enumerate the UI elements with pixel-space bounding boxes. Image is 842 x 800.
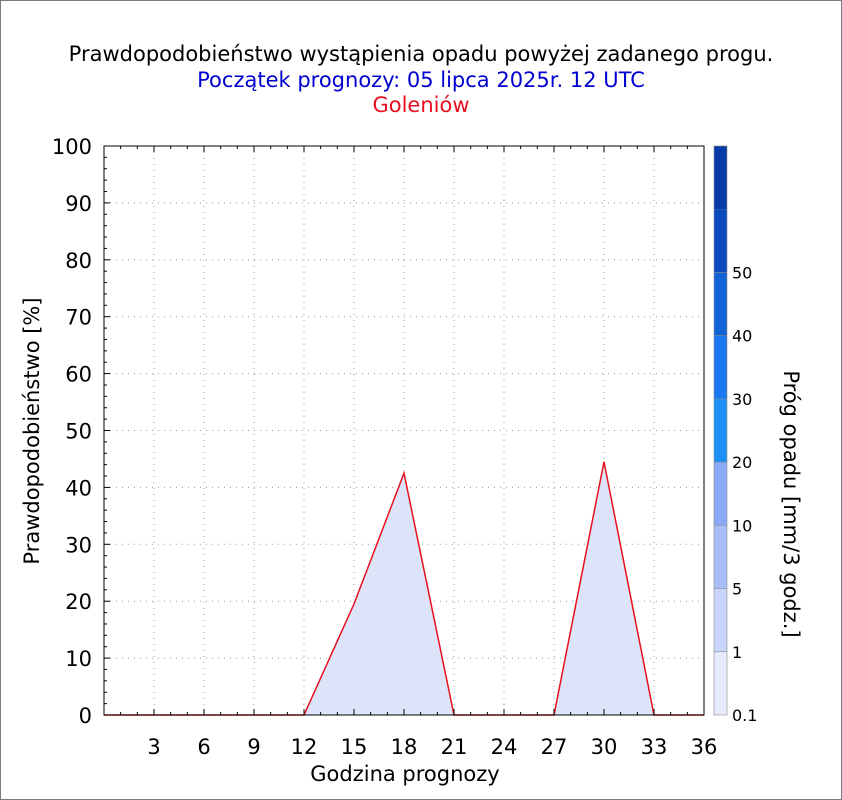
x-tick-label: 36	[691, 735, 718, 759]
colorbar-tick-label: 1	[732, 643, 742, 662]
y-axis-label: Prawdopodobieństwo [%]	[20, 297, 44, 564]
colorbar-band	[714, 525, 727, 589]
colorbar-band	[714, 462, 727, 526]
y-tick-label: 100	[52, 135, 92, 159]
colorbar-band	[714, 398, 727, 463]
x-axis-label: Godzina prognozy	[310, 762, 499, 786]
x-tick-label: 30	[591, 735, 618, 759]
x-tick-label: 15	[341, 735, 368, 759]
x-tick-label: 27	[541, 735, 568, 759]
colorbar-tick-label: 20	[732, 453, 752, 472]
y-axis: 0 10 20 30 40 50 60 70 80 90 100	[52, 135, 110, 728]
colorbar-band	[714, 272, 727, 336]
x-tick-label: 9	[247, 735, 260, 759]
colorbar-band	[714, 651, 727, 715]
colorbar-label: Próg opadu [mm/3 godz.]	[779, 370, 803, 637]
y-tick-label: 60	[65, 363, 92, 387]
x-tick-label: 33	[641, 735, 668, 759]
chart-location: Goleniów	[372, 93, 470, 117]
x-tick-label: 6	[197, 735, 210, 759]
x-tick-label: 3	[147, 735, 160, 759]
x-tick-label: 21	[441, 735, 468, 759]
chart-title: Prawdopodobieństwo wystąpienia opadu pow…	[68, 42, 774, 66]
colorbar-tick-label: 40	[732, 327, 752, 346]
colorbar: 0.1 1 5 10 20 30 40 50	[713, 145, 757, 725]
colorbar-tick-label: 0.1	[732, 706, 757, 725]
colorbar-border	[713, 145, 728, 716]
y-tick-label: 50	[65, 420, 92, 444]
colorbar-tick-label: 30	[732, 390, 752, 409]
x-tick-label: 12	[291, 735, 318, 759]
colorbar-band	[714, 335, 727, 399]
series-area	[104, 461, 704, 715]
colorbar-band	[714, 588, 727, 652]
y-tick-label: 70	[65, 306, 92, 330]
x-tick-label: 24	[491, 735, 518, 759]
colorbar-tick-label: 50	[732, 263, 752, 282]
y-tick-label: 20	[65, 590, 92, 614]
y-tick-label: 10	[65, 647, 92, 671]
y-tick-label: 30	[65, 533, 92, 557]
y-tick-label: 90	[65, 192, 92, 216]
y-tick-label: 80	[65, 249, 92, 273]
colorbar-band	[714, 209, 727, 273]
colorbar-band	[714, 146, 727, 210]
colorbar-tick-label: 5	[732, 580, 742, 599]
x-tick-label: 18	[391, 735, 418, 759]
x-axis: 3 6 9 12 15 18 21 24 27 30 33 36	[120, 146, 718, 759]
colorbar-tick-label: 10	[732, 516, 752, 535]
y-tick-label: 40	[65, 476, 92, 500]
chart-subtitle: Początek prognozy: 05 lipca 2025r. 12 UT…	[197, 68, 645, 92]
y-tick-label: 0	[79, 704, 92, 728]
